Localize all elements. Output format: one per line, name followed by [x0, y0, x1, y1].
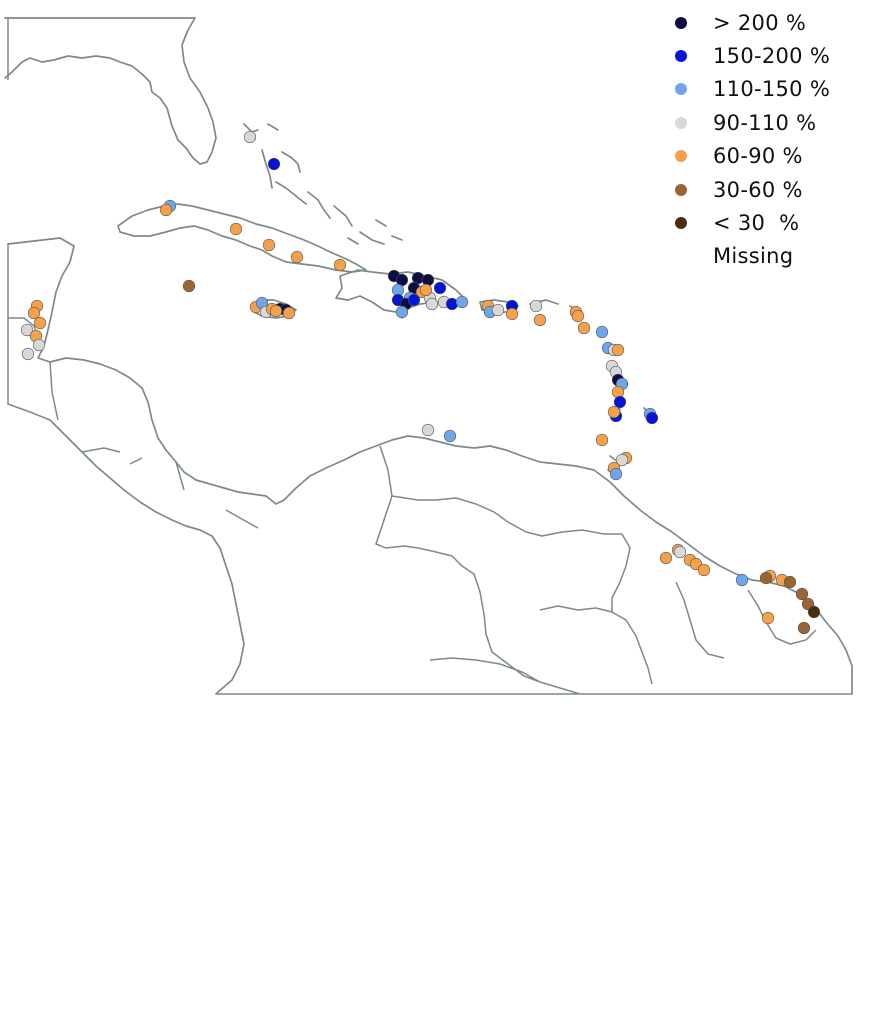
- legend-dot-30-60: [675, 183, 687, 196]
- station-marker: [505, 307, 519, 321]
- station-marker: [615, 453, 629, 467]
- station-marker: [571, 309, 585, 323]
- station-marker: [595, 433, 609, 447]
- station-marker: [577, 321, 591, 335]
- station-marker: [421, 273, 435, 287]
- station-marker: [407, 293, 421, 307]
- station-marker: [783, 575, 797, 589]
- legend-label: 60-90 %: [713, 144, 803, 169]
- station-marker: [182, 279, 196, 293]
- station-marker: [262, 238, 276, 252]
- station-marker: [32, 338, 46, 352]
- legend-item-30-60: 30-60 %: [670, 173, 830, 206]
- legend-item-90-110: 90-110 %: [670, 106, 830, 139]
- legend-item-110-150: 110-150 %: [670, 73, 830, 106]
- legend-dot-60-90: [675, 150, 687, 163]
- station-marker: [445, 297, 459, 311]
- legend-label: < 30 %: [713, 211, 800, 236]
- legend-label: > 200 %: [713, 10, 807, 35]
- station-marker: [419, 283, 433, 297]
- station-marker: [735, 573, 749, 587]
- legend-item-60-90: 60-90 %: [670, 140, 830, 173]
- legend-label: 90-110 %: [713, 110, 817, 135]
- station-marker: [659, 551, 673, 565]
- station-marker: [673, 545, 687, 559]
- station-marker: [425, 297, 439, 311]
- legend-label: 150-200 %: [713, 44, 831, 69]
- legend-item-150-200: 150-200 %: [670, 39, 830, 72]
- station-marker: [159, 203, 173, 217]
- legend-dot-gt200: [675, 16, 687, 29]
- station-marker: [491, 303, 505, 317]
- station-marker: [795, 587, 809, 601]
- legend-item-lt30: < 30 %: [670, 206, 830, 239]
- legend-dot-missing: [675, 250, 687, 262]
- legend-dot-90-110: [675, 116, 687, 129]
- legend-label: Missing: [713, 244, 794, 269]
- legend-label: 110-150 %: [713, 77, 831, 102]
- legend-dot-lt30: [675, 217, 687, 230]
- florida-coastline: [4, 17, 217, 165]
- central-america-coastline: [7, 237, 853, 695]
- station-marker: [807, 605, 821, 619]
- legend-label: 30-60 %: [713, 177, 803, 202]
- station-marker: [229, 222, 243, 236]
- station-marker: [697, 563, 711, 577]
- legend-item-gt200: > 200 %: [670, 6, 830, 39]
- west-map-edge: [7, 18, 852, 695]
- station-marker: [33, 316, 47, 330]
- station-marker: [269, 304, 283, 318]
- station-marker: [613, 395, 627, 409]
- station-marker: [611, 343, 625, 357]
- station-marker: [27, 306, 41, 320]
- station-marker: [609, 467, 623, 481]
- station-marker: [761, 611, 775, 625]
- station-marker: [533, 313, 547, 327]
- national-borders: [8, 317, 817, 695]
- station-marker: [21, 347, 35, 361]
- station-marker: [333, 258, 347, 272]
- station-marker: [267, 157, 281, 171]
- station-marker: [395, 305, 409, 319]
- legend: > 200 % 150-200 % 110-150 % 90-110 % 60-…: [670, 6, 830, 273]
- legend-dot-110-150: [675, 83, 687, 96]
- legend-item-missing: Missing: [670, 240, 830, 273]
- station-marker: [455, 295, 469, 309]
- station-marker: [282, 306, 296, 320]
- legend-dot-150-200: [675, 50, 687, 63]
- station-marker: [645, 411, 659, 425]
- station-marker: [611, 385, 625, 399]
- pacific-coastline: [7, 403, 245, 695]
- station-marker: [607, 405, 621, 419]
- station-marker: [290, 250, 304, 264]
- station-marker: [243, 130, 257, 144]
- station-marker: [529, 299, 543, 313]
- station-marker: [443, 429, 457, 443]
- station-marker: [433, 281, 447, 295]
- station-marker: [797, 621, 811, 635]
- station-marker: [20, 323, 34, 337]
- station-marker: [421, 423, 435, 437]
- station-marker: [595, 325, 609, 339]
- station-marker: [759, 571, 773, 585]
